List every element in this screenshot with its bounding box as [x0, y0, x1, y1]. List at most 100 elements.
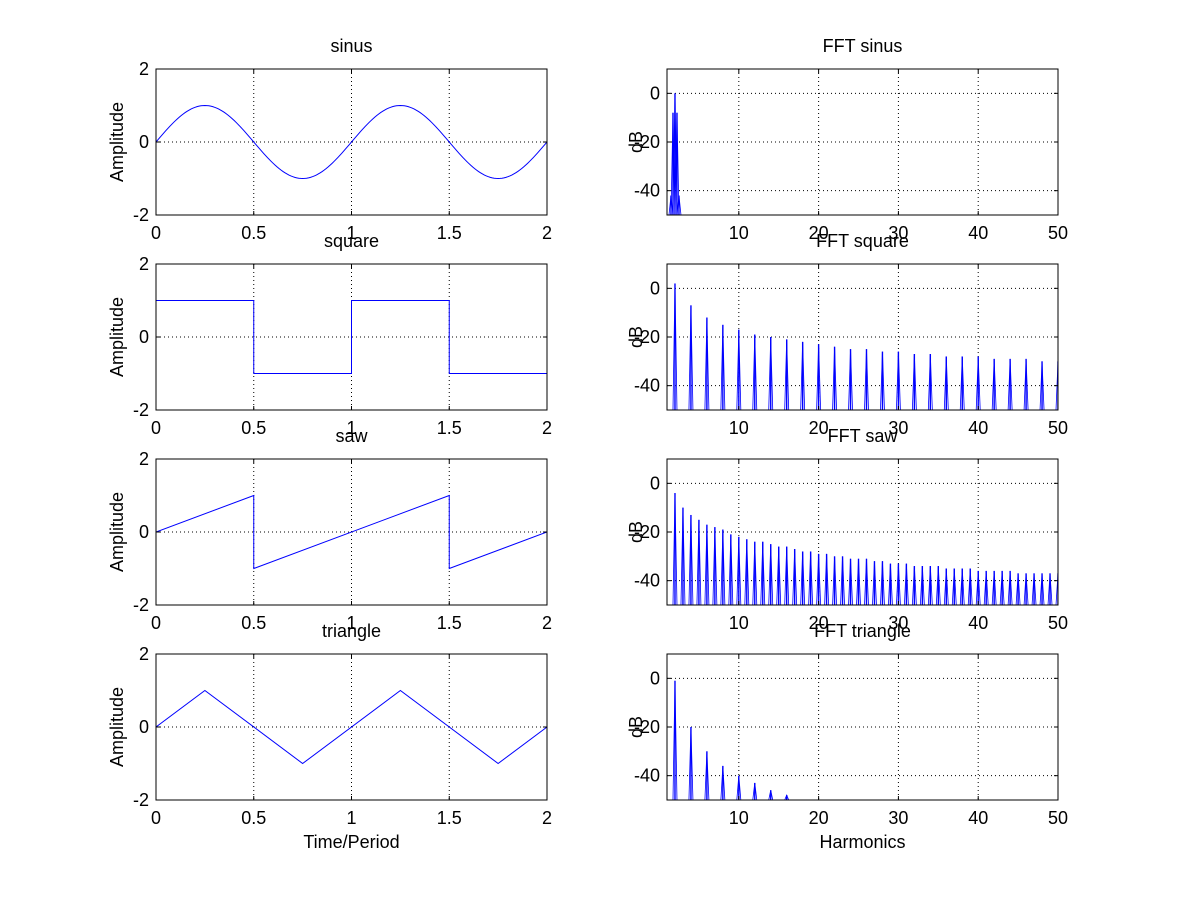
- triangle-ytick-label: 0: [139, 717, 149, 737]
- fft-square-stem-shape-0: [672, 283, 678, 410]
- fft-saw-stem-shape-2: [688, 514, 694, 605]
- saw-ytick-label: -2: [133, 595, 149, 615]
- fft-triangle-stem-shape-1: [688, 726, 694, 800]
- triangle-series-line: [156, 689, 547, 765]
- triangle-xtick-label: 1: [346, 808, 356, 828]
- fft-saw-stem-shape-46: [1039, 573, 1045, 605]
- fft-triangle-xtick-label: 20: [809, 808, 829, 828]
- fft-triangle-stem-shape-7: [784, 794, 790, 800]
- sinus-ytick-label: -2: [133, 205, 149, 225]
- fft-sinus-xtick-label: 10: [729, 223, 749, 243]
- fft-saw-stem-shape-6: [720, 529, 726, 605]
- fft-square-ylabel: dB: [626, 326, 646, 348]
- fft-triangle-stem-shape-0: [672, 680, 678, 800]
- fft-square-stem-shape-2: [704, 317, 710, 410]
- fft-square-stem-shape-16: [927, 354, 933, 410]
- fft-square-ytick-label: -40: [634, 376, 660, 396]
- fft-saw-xtick-label: 10: [729, 613, 749, 633]
- square-ytick-label: -2: [133, 400, 149, 420]
- saw-xtick-label: 1: [346, 613, 356, 633]
- fft-square-stem-shape-20: [991, 358, 997, 410]
- fft-square-stem-shape-8: [800, 341, 806, 410]
- saw-xtick-label: 2: [542, 613, 552, 633]
- fft-square-stem-shape-4: [736, 329, 742, 410]
- fft-square-stem-shape-11: [848, 349, 853, 410]
- fft-saw-stem-shape-8: [736, 536, 742, 605]
- fft-square-stem-shape-19: [975, 356, 981, 410]
- triangle-xtick-label: 1.5: [437, 808, 462, 828]
- fft-saw-stem-shape-24: [864, 558, 869, 605]
- fft-square-chart: 10 20 30 40 50 -40 -20 0 FFT square dB: [626, 231, 1068, 438]
- fft-saw-stem-shape-22: [848, 558, 853, 605]
- fft-sinus-xtick-label: 30: [888, 223, 908, 243]
- triangle-title: triangle: [322, 621, 381, 641]
- fft-saw-stem-shape-16: [800, 551, 806, 605]
- fft-sinus-stem-shape-4: [676, 195, 682, 215]
- fft-saw-stem-shape-35: [951, 568, 957, 605]
- fft-saw-stem-shape-34: [943, 568, 949, 605]
- fft-saw-stem-shape-1: [680, 507, 686, 605]
- triangle-ytick-label: 2: [139, 644, 149, 664]
- square-ytick-label: 0: [139, 327, 149, 347]
- fft-triangle-stem-shape-5: [752, 782, 758, 800]
- fft-saw-stem-shape-45: [1031, 573, 1037, 605]
- square-series-line: [156, 300, 547, 374]
- triangle-chart: 0 0.5 1 1.5 2-202triangleAmplitudeTime/Perio…: [107, 621, 552, 852]
- fft-square-stem-shape-18: [959, 356, 965, 410]
- saw-title: saw: [335, 426, 368, 446]
- saw-xtick-label: 0: [151, 613, 161, 633]
- fft-square-stem-shape-3: [720, 324, 726, 410]
- fft-triangle-ylabel: dB: [626, 716, 646, 738]
- fft-saw-stem-shape-36: [959, 568, 965, 605]
- fft-sinus-ytick-label: -40: [634, 181, 660, 201]
- square-title: square: [324, 231, 379, 251]
- fft-saw-stem-shape-25: [872, 561, 877, 605]
- fft-saw-stem-shape-33: [935, 566, 941, 605]
- triangle-xtick-label: 0: [151, 808, 161, 828]
- fft-triangle-stem-shape-2: [704, 751, 710, 800]
- fft-square-stem-shape-7: [784, 339, 790, 410]
- fft-saw-ylabel: dB: [626, 521, 646, 543]
- fft-triangle-xtick-label: 40: [968, 808, 988, 828]
- fft-square-title: FFT square: [816, 231, 909, 251]
- fft-saw-ytick-label: -40: [634, 571, 660, 591]
- fft-saw-stem-shape-47: [1047, 573, 1053, 605]
- sinus-xtick-label: 0: [151, 223, 161, 243]
- triangle-ylabel: Amplitude: [107, 687, 127, 767]
- fft-saw-stem-shape-13: [776, 546, 782, 605]
- fft-saw-stem-shape-19: [824, 553, 829, 605]
- fft-saw-stem-shape-23: [856, 558, 861, 605]
- fft-saw-xtick-label: 40: [968, 613, 988, 633]
- fft-triangle-title: FFT triangle: [814, 621, 911, 641]
- fft-saw-stem-shape-17: [808, 551, 814, 605]
- fft-saw-stem-shape-15: [792, 549, 798, 605]
- sinus-xtick-label: 1.5: [437, 223, 462, 243]
- fft-saw-stem-shape-26: [880, 561, 885, 605]
- fft-saw-stem-shape-48: [1055, 573, 1058, 605]
- fft-saw-stem-shape-43: [1015, 573, 1021, 605]
- fft-square-xtick-label: 30: [888, 418, 908, 438]
- saw-xtick-label: 1.5: [437, 613, 462, 633]
- fft-saw-stem-shape-9: [744, 539, 750, 605]
- fft-saw-xtick-label: 50: [1048, 613, 1068, 633]
- fft-saw-stem-shape-0: [672, 493, 678, 605]
- fft-sinus-ytick-label: -20: [634, 132, 660, 152]
- sinus-title: sinus: [330, 36, 372, 56]
- fft-saw-xtick-label: 30: [888, 613, 908, 633]
- fft-sinus-chart: 10 20 30 40 50 -40 -20 0 FFT sinus dB: [626, 36, 1068, 243]
- fft-saw-stem-shape-31: [919, 566, 925, 605]
- fft-saw-stem-shape-20: [832, 556, 837, 605]
- sinus-ytick-label: 2: [139, 59, 149, 79]
- fft-saw-stem-shape-21: [840, 556, 845, 605]
- saw-ytick-label: 2: [139, 449, 149, 469]
- fft-square-stem-shape-23: [1039, 361, 1045, 410]
- saw-xtick-label: 0.5: [241, 613, 266, 633]
- triangle-xtick-label: 0.5: [241, 808, 266, 828]
- fft-triangle-ytick-label: 0: [650, 668, 660, 688]
- fft-triangle-stem-shape-4: [736, 775, 742, 800]
- saw-series-line: [156, 494, 547, 570]
- triangle-xlabel: Time/Period: [303, 832, 399, 852]
